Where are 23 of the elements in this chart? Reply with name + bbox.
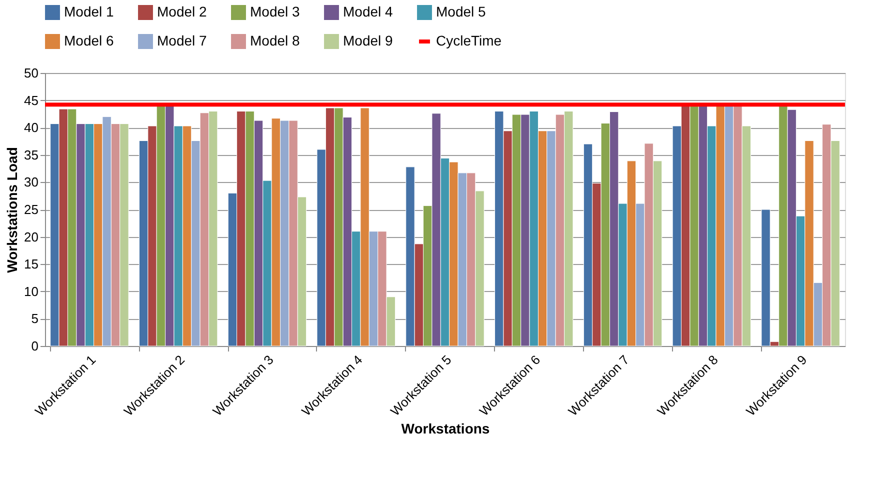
y-tick-label: 10	[24, 284, 38, 299]
y-tick-label: 50	[24, 66, 38, 80]
y-axis-title: Workstations Load	[4, 147, 20, 273]
legend-label: Model 1	[64, 4, 114, 20]
y-tick-label: 0	[31, 338, 38, 354]
legend-label: CycleTime	[436, 32, 502, 48]
y-tick-label: 15	[24, 256, 38, 272]
y-tick-label: 45	[24, 92, 38, 108]
legend-label: Model 6	[64, 32, 114, 48]
legend-label: Model 2	[157, 4, 208, 20]
y-tick-label: 25	[24, 202, 38, 217]
y-tick-label: 35	[24, 147, 38, 162]
legend-label: Model 4	[343, 4, 394, 20]
x-axis-title: Workstations	[401, 420, 490, 437]
legend-label: Model 5	[436, 4, 486, 20]
legend-label: Model 8	[250, 32, 300, 48]
legend-label: Model 9	[343, 32, 394, 48]
y-tick-label: 30	[24, 174, 38, 190]
legend-label: Model 3	[250, 4, 300, 20]
y-tick-label: 20	[24, 229, 38, 244]
legend-label: Model 7	[157, 32, 208, 48]
y-tick-label: 5	[31, 311, 38, 326]
y-tick-label: 40	[24, 120, 38, 136]
